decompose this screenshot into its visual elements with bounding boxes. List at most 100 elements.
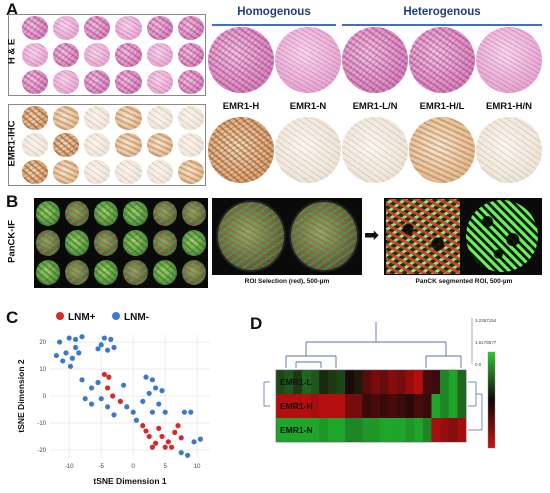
heatmap-cell [310,418,320,442]
tma-core [115,133,142,157]
header-heterogenous-rule [342,24,542,26]
heatmap-cell [310,370,320,394]
tma-core [177,43,204,67]
tma-core [84,16,111,40]
point-lnm-neg [162,409,168,415]
tma-core [123,259,148,285]
tma-core [53,70,80,94]
point-lnm-neg [121,382,127,388]
x-tick-label: -5 [99,464,105,470]
heatmap-cell [319,370,329,394]
header-heterogenous: Heterogenous [403,6,481,18]
heatmap-cell [362,394,372,418]
point-lnm-neg [95,379,101,386]
heatmap-cell [414,370,424,394]
point-lnm-neg [108,336,114,342]
caption-panck-seg: PanCK segmented ROI, 500-µm [415,278,513,285]
x-tick-label: -10 [65,464,74,470]
point-lnm-pos [178,435,184,441]
heatmap-cell [448,394,458,418]
point-lnm-neg [98,396,104,402]
heatmap-cell [379,418,389,442]
heatmap-row-label: EMR1-N [280,425,313,435]
heatmap-cell [379,370,389,394]
seg-core-1 [386,199,460,274]
roi-core-2 [289,200,359,272]
heatmap-cell [371,418,380,442]
point-lnm-neg [105,404,111,410]
tma-core [115,160,142,184]
point-lnm-neg [69,355,75,361]
heatmap-cell [405,394,415,418]
tma-core [22,70,49,94]
tma-core [181,259,206,285]
point-lnm-pos [172,429,178,435]
heatmap-cell [405,418,415,442]
point-lnm-pos [149,444,155,450]
panel-letter-b: B [6,192,19,211]
point-lnm-neg [79,377,85,383]
core-label-emr1-n: EMR1-N [289,101,327,112]
he-tma-grid [22,16,204,94]
heatmap-cell [414,418,424,442]
tma-core [152,201,177,227]
ihc-core-emr1-h-n [476,117,542,183]
point-lnm-neg [53,352,60,359]
point-lnm-neg [130,409,136,415]
he-core-emr1-n [275,27,341,93]
point-lnm-pos [162,444,168,450]
tma-core [115,16,142,40]
heatmap-cell [301,394,311,418]
tma-core [115,43,142,67]
legend-marker-1 [112,312,120,320]
heatmap-frame [275,369,467,443]
heatmap-cell [388,370,398,394]
row-label-panck: PanCK-IF [6,220,18,263]
legend-label-0: LNM+ [68,312,96,323]
point-lnm-neg [73,344,79,351]
tma-core [146,133,173,157]
y-axis-title: tSNE Dimension 2 [16,359,26,432]
heatmap-cell [336,394,346,418]
point-lnm-neg [82,396,88,402]
arrow-icon: ➡ [364,225,380,245]
heatmap-cell [301,370,311,394]
heatmap-cell [319,418,329,442]
point-lnm-neg [89,385,95,391]
point-lnm-pos [117,398,123,404]
heatmap-cell [457,370,467,394]
heatmap-cell [327,394,337,418]
heatmap-cell [336,370,346,394]
tma-core [84,43,111,67]
point-lnm-neg [73,336,79,342]
point-lnm-neg [197,436,203,442]
heatmap-cell [422,370,432,394]
tma-core [146,160,173,184]
y-tick-label: 0 [43,394,47,400]
y-tick-label: -10 [37,421,46,427]
heatmap-cell [293,418,303,442]
heatmap-cell [388,394,398,418]
seg-core-2 [466,200,538,272]
he-core-emr1-l-n [342,27,408,93]
x-tick-label: 10 [194,464,201,470]
heatmap-cell [345,370,355,394]
tma-core [146,43,173,67]
heatmap-cell [405,370,415,394]
heatmap-cell [276,418,285,442]
heatmap-cell [379,394,389,418]
heatmap-cell [440,418,450,442]
point-lnm-neg [60,358,66,364]
point-lnm-pos [156,425,162,431]
dendro-scale-tick: 1.6178577 [475,340,497,345]
heatmap-cell [431,394,441,418]
point-lnm-neg [67,363,74,369]
tma-core [36,201,61,227]
point-lnm-neg [76,350,82,356]
ihc-core-emr1-n [275,117,341,183]
heatmap-cell [448,418,458,442]
point-lnm-pos [106,374,112,380]
tma-core [22,43,49,67]
tma-core [94,230,119,256]
point-lnm-neg [66,335,72,341]
